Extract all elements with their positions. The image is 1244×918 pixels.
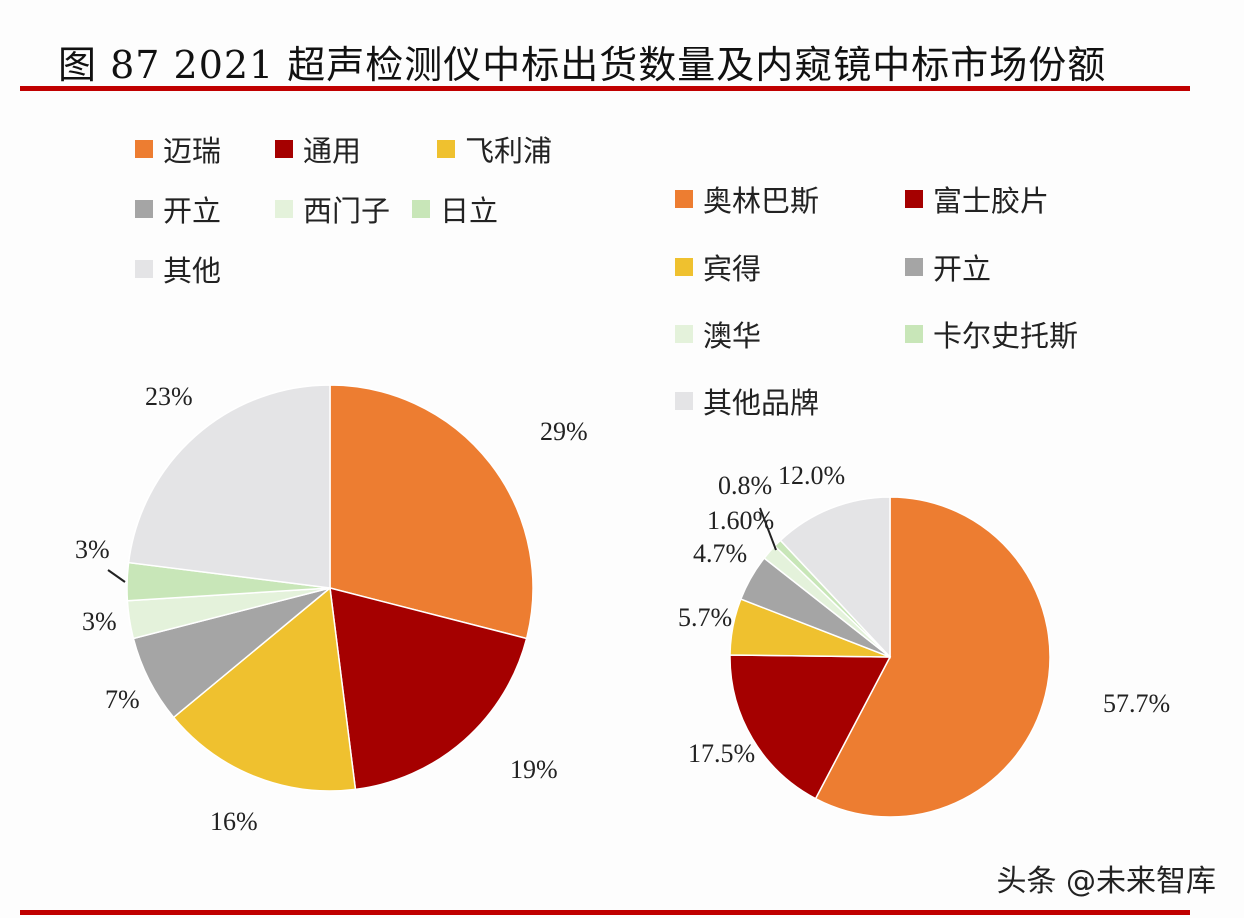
data-label: 0.8% [718,471,772,500]
data-label: 4.7% [693,539,747,568]
data-label: 1.60% [707,506,774,535]
legend-item: 富士胶片 [905,178,1049,220]
data-label: 7% [105,685,140,714]
legend-swatch [905,190,923,208]
data-label: 3% [75,535,110,564]
data-label: 29% [540,417,588,446]
leader-line [759,507,777,551]
legend-item: 澳华 [675,313,761,355]
legend-label: 开立 [933,252,992,286]
legend-label: 澳华 [703,319,762,353]
legend-item: 宾得 [675,246,761,288]
legend-label: 宾得 [703,252,762,286]
pie-slice [127,384,331,589]
legend-item: 西门子 [275,188,390,230]
legend-swatch [135,260,153,278]
legend-swatch [675,190,693,208]
legend-item: 迈瑞 [135,128,221,170]
legend-swatch [675,392,693,410]
legend-label: 卡尔史托斯 [933,319,1079,353]
data-label: 23% [145,382,193,411]
data-label: 17.5% [688,739,755,768]
data-label: 19% [510,755,558,784]
pie-slice [729,654,892,800]
legend-label: 其他品牌 [703,386,820,420]
legend-swatch [905,325,923,343]
legend-item: 卡尔史托斯 [905,313,1078,355]
data-label: 3% [82,607,117,636]
pie-slice [779,496,891,659]
legend-label: 奥林巴斯 [703,184,820,218]
legend-item: 开立 [905,246,991,288]
top-rule [20,86,1190,91]
legend-label: 开立 [163,194,222,228]
figure-title: 图 87 2021 超声检测仪中标出货数量及内窥镜中标市场份额 [58,43,1107,87]
legend-item: 通用 [275,128,361,170]
legend-swatch [135,200,153,218]
data-label: 16% [210,807,258,836]
legend-label: 西门子 [303,194,391,228]
legend-label: 飞利浦 [465,134,553,168]
legend-item: 奥林巴斯 [675,178,819,220]
pie-slice [329,384,534,640]
legend-label: 日立 [440,194,499,228]
legend-swatch [905,258,923,276]
pie-slice [172,586,357,792]
legend-swatch [275,140,293,158]
bottom-rule [20,910,1190,915]
legend-label: 富士胶片 [933,184,1050,218]
legend-item: 其他品牌 [675,380,819,422]
legend-label: 其他 [163,254,222,288]
legend-item: 其他 [135,248,221,290]
legend-label: 通用 [303,134,362,168]
legend-label: 迈瑞 [163,134,222,168]
legend-swatch [412,200,430,218]
data-label: 5.7% [678,603,732,632]
legend-swatch [275,200,293,218]
legend-swatch [437,140,455,158]
watermark: 头条 @未来智库 [996,864,1216,899]
data-label: 12.0% [778,461,845,490]
legend-swatch [675,258,693,276]
legend-swatch [675,325,693,343]
pie-slice [329,586,528,791]
data-label: 57.7% [1103,689,1170,718]
pie-slice [814,496,1051,818]
legend-item: 飞利浦 [437,128,552,170]
legend-item: 开立 [135,188,221,230]
leader-line [107,569,126,583]
legend-swatch [135,140,153,158]
legend-item: 日立 [412,188,498,230]
